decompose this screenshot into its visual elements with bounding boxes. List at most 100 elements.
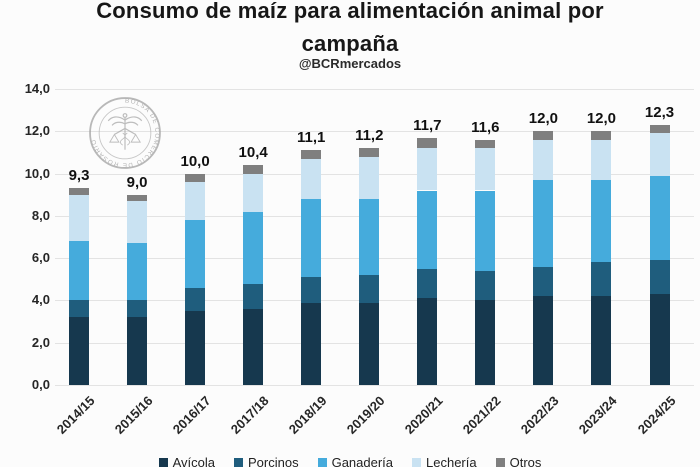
bar-total-label-2024-25: 12,3 [644,103,675,121]
bar-segment-otros-2015-16 [127,194,148,202]
bar-segment-avícola-2018-19 [301,302,322,385]
bar-segment-ganadería-2015-16 [127,243,148,301]
x-axis-label-2018-19: 2018/19 [285,393,330,437]
bar-total-label-2023-24: 12,0 [586,110,617,128]
y-axis-tick-label: 12,0 [24,123,50,139]
bar-segment-porcinos-2024-25 [649,260,670,295]
bar-segment-ganadería-2022-23 [533,179,554,267]
bar-segment-lechería-2023-24 [591,139,612,180]
chart-subtitle: @BCRmercados [298,56,402,71]
bar-segment-ganadería-2024-25 [649,175,670,261]
bar-segment-lechería-2022-23 [533,139,554,180]
bar-segment-porcinos-2016-17 [185,287,206,311]
bar-segment-porcinos-2020-21 [417,268,438,299]
bar-total-label-2021-22: 11,6 [471,118,500,136]
bar-total-label-2022-23: 12,0 [528,110,558,128]
bar-total-label-2015-16: 9,0 [126,173,148,191]
legend-marker-icon [234,458,243,467]
bar-segment-lechería-2018-19 [301,158,322,199]
bar-segment-avícola-2020-21 [417,298,438,385]
legend-marker-icon [158,458,168,467]
legend-marker-icon [495,458,505,467]
bar-segment-lechería-2024-25 [649,133,670,176]
legend-label: Lechería [426,455,477,467]
x-axis-label-2015-16: 2015/16 [111,393,156,437]
x-axis-label-2022-23: 2022/23 [518,393,562,437]
chart-legend: Avícola Porcinos Ganadería Lechería Otros [0,455,700,467]
bar-segment-ganadería-2017-18 [243,211,264,284]
bar-segment-ganadería-2018-19 [301,198,322,278]
bar-segment-ganadería-2016-17 [185,220,206,288]
y-axis-tick-label: 8,0 [31,207,50,223]
legend-item-porcinos: Porcinos [234,455,299,467]
y-axis-tick-label: 6,0 [31,250,50,266]
y-axis-tick-label: 2,0 [31,334,50,350]
bar-segment-lechería-2019-20 [359,156,380,199]
bar-total-label-2018-19: 11,1 [297,129,326,147]
legend-label: Porcinos [248,455,299,467]
bar-segment-porcinos-2023-24 [591,262,612,297]
gridline-y-0 [55,385,694,386]
bar-total-label-2016-17: 10,0 [180,152,210,170]
bar-segment-avícola-2021-22 [475,300,496,385]
bar-segment-avícola-2015-16 [127,317,148,385]
chart-title-line1: Consumo de maíz para alimentación animal… [96,0,604,23]
bar-segment-otros-2021-22 [475,139,496,149]
x-axis-label-2017-18: 2017/18 [227,393,272,437]
bar-segment-otros-2024-25 [649,124,670,134]
bar-segment-ganadería-2023-24 [591,179,612,263]
bar-segment-ganadería-2019-20 [359,198,380,276]
bar-segment-lechería-2015-16 [127,201,148,244]
bar-segment-porcinos-2017-18 [243,283,264,309]
chart-title-line2: campaña [301,31,399,56]
chart-title: Consumo de maíz para alimentación animal… [0,0,700,60]
bar-total-label-2017-18: 10,4 [238,144,268,162]
bar-segment-porcinos-2022-23 [533,266,554,297]
legend-label: Otros [509,455,542,467]
bar-segment-porcinos-2021-22 [475,270,496,301]
x-axis-label-2023-24: 2023/24 [576,393,621,437]
bar-segment-lechería-2014-15 [69,194,89,242]
legend-item-lechería: Lechería [412,455,477,467]
bar-segment-otros-2014-15 [69,188,89,195]
bar-segment-lechería-2021-22 [475,148,496,191]
y-axis-tick-label: 4,0 [31,292,50,308]
x-axis-label-2020-21: 2020/21 [402,393,446,437]
legend-item-otros: Otros [495,455,542,467]
x-axis-label-2019-20: 2019/20 [344,393,388,437]
bar-segment-lechería-2020-21 [417,148,438,191]
bar-segment-otros-2020-21 [417,137,438,149]
bar-segment-otros-2017-18 [243,165,264,174]
bar-segment-lechería-2017-18 [243,173,264,212]
gridline-y-14 [55,89,694,91]
x-axis-label-2024-25: 2024/25 [634,393,679,437]
bar-segment-porcinos-2019-20 [359,275,380,303]
legend-item-ganadería: Ganadería [317,455,394,467]
bar-segment-avícola-2017-18 [243,308,264,385]
bar-segment-otros-2018-19 [301,150,322,159]
bar-segment-ganadería-2021-22 [475,190,496,271]
bar-segment-avícola-2023-24 [591,296,612,385]
bar-segment-otros-2023-24 [591,131,612,140]
bar-total-label-2014-15: 9,3 [68,167,90,185]
x-axis-label-2016-17: 2016/17 [169,393,214,437]
bar-segment-porcinos-2015-16 [127,300,148,318]
y-axis-tick-label: 14,0 [24,81,50,97]
bar-segment-avícola-2019-20 [359,302,380,385]
bar-segment-otros-2019-20 [359,148,380,157]
legend-label: Ganadería [331,455,394,467]
bar-segment-avícola-2022-23 [533,296,554,385]
bar-total-label-2020-21: 11,7 [413,116,442,134]
bar-segment-porcinos-2018-19 [301,277,322,303]
bar-segment-ganadería-2014-15 [69,241,89,301]
legend-item-avícola: Avícola [158,455,215,467]
bar-segment-avícola-2016-17 [185,311,206,385]
legend-label: Avícola [172,455,215,467]
bar-total-label-2019-20: 11,2 [355,127,384,145]
x-axis-label-2021-22: 2021/22 [460,393,504,437]
bar-segment-avícola-2024-25 [649,294,670,385]
bar-segment-ganadería-2020-21 [417,190,438,269]
bar-segment-avícola-2014-15 [69,317,89,385]
